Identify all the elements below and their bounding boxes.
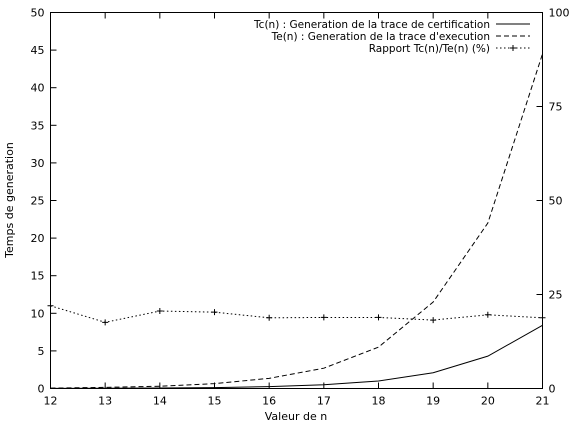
y-tick-label: 25 — [31, 195, 45, 208]
x-tick-label: 15 — [208, 395, 222, 408]
data-point-marker — [211, 309, 218, 316]
y2-tick-label: 75 — [549, 101, 563, 114]
x-tick-label: 17 — [317, 395, 331, 408]
data-point-marker — [430, 317, 437, 324]
legend-label: Te(n) : Generation de la trace d'executi… — [271, 31, 490, 43]
series-layer — [47, 53, 546, 389]
y2-tick-label: 25 — [549, 289, 563, 302]
y-tick-label: 30 — [31, 157, 45, 170]
y-tick-label: 45 — [31, 44, 45, 57]
x-tick-label: 21 — [536, 395, 550, 408]
data-point-marker — [484, 311, 491, 318]
y-tick-label: 35 — [31, 119, 45, 132]
x-tick-label: 12 — [44, 395, 58, 408]
data-point-marker — [156, 308, 163, 315]
x-tick-label: 20 — [481, 395, 495, 408]
data-point-marker — [539, 314, 546, 321]
series-line-0 — [50, 324, 543, 389]
x-axis-ticks: 12 13 14 15 16 17 18 19 20 21 — [44, 12, 550, 408]
series-line-2 — [50, 305, 543, 323]
y-tick-label: 40 — [31, 82, 45, 95]
y-axis-ticks: 0 5 10 15 20 25 30 35 40 45 50 — [31, 7, 57, 396]
y2-tick-label: 0 — [549, 383, 556, 396]
x-axis-label: Valeur de n — [265, 410, 327, 423]
y2-axis-ticks: 0 25 50 75 100 — [536, 7, 570, 396]
x-tick-label: 19 — [426, 395, 440, 408]
data-point-marker — [375, 314, 382, 321]
y-axis-label: Temps de generation — [3, 142, 16, 259]
series-line-1 — [50, 53, 543, 389]
y-tick-label: 50 — [31, 7, 45, 20]
data-point-marker — [102, 319, 109, 326]
y2-tick-label: 100 — [549, 7, 570, 20]
data-point-marker — [266, 314, 273, 321]
y-tick-label: 0 — [38, 383, 45, 396]
legend-label: Rapport Tc(n)/Te(n) (%) — [369, 43, 490, 55]
y-tick-label: 20 — [31, 232, 45, 245]
y-tick-label: 10 — [31, 307, 45, 320]
x-tick-label: 13 — [98, 395, 112, 408]
legend-label: Tc(n) : Generation de la trace de certif… — [253, 19, 490, 31]
y-tick-label: 15 — [31, 270, 45, 283]
x-tick-label: 16 — [262, 395, 276, 408]
x-tick-label: 18 — [372, 395, 386, 408]
plot-frame — [50, 12, 543, 389]
x-tick-label: 14 — [153, 395, 167, 408]
y-tick-label: 5 — [38, 345, 45, 358]
data-point-marker — [320, 314, 327, 321]
legend-marker — [510, 45, 516, 51]
y2-tick-label: 50 — [549, 195, 563, 208]
data-point-marker — [47, 302, 54, 309]
legend: Tc(n) : Generation de la trace de certif… — [253, 19, 530, 55]
